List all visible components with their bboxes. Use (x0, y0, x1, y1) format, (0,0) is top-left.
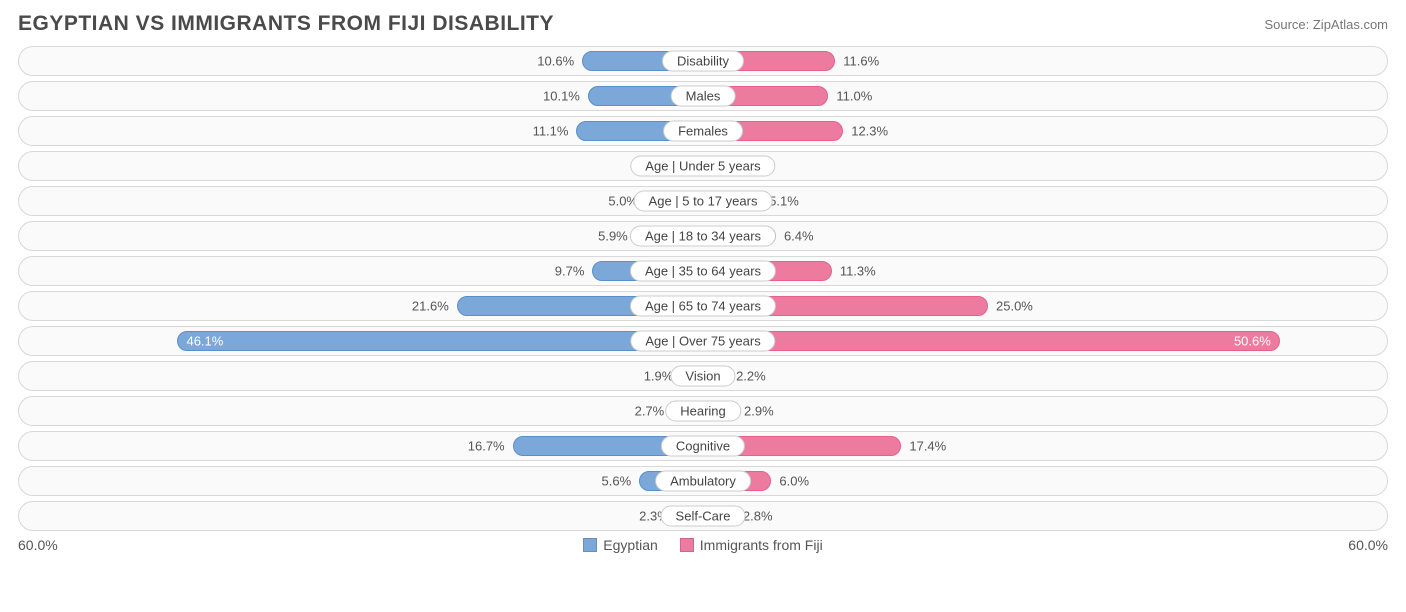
value-label-right: 12.3% (851, 124, 888, 139)
category-label: Age | Under 5 years (630, 156, 775, 177)
value-label-left: 11.1% (533, 124, 569, 139)
value-label-left: 21.6% (412, 299, 449, 314)
value-label-left: 10.1% (543, 89, 580, 104)
value-label-right: 50.6% (1234, 334, 1271, 349)
legend-swatch-right (680, 538, 694, 552)
category-label: Age | 65 to 74 years (630, 296, 776, 317)
chart-row: 5.0%5.1%Age | 5 to 17 years (18, 186, 1388, 216)
value-label-right: 2.9% (744, 404, 774, 419)
value-label-left: 2.7% (635, 404, 665, 419)
chart-row: 11.1% 12.3% Females (18, 116, 1388, 146)
category-label: Age | 5 to 17 years (634, 191, 773, 212)
legend-item-right: Immigrants from Fiji (680, 537, 823, 553)
value-label-right: 6.4% (784, 229, 814, 244)
chart-row: 5.9% 6.4% Age | 18 to 34 years (18, 221, 1388, 251)
value-label-left: 5.9% (598, 229, 628, 244)
category-label: Females (663, 121, 743, 142)
chart-row: 1.9% 2.2%Vision (18, 361, 1388, 391)
legend-label-right: Immigrants from Fiji (700, 537, 823, 553)
value-label-right: 17.4% (909, 439, 946, 454)
chart-title: EGYPTIAN VS IMMIGRANTS FROM FIJI DISABIL… (18, 12, 554, 36)
value-label-right: 11.6% (843, 54, 879, 69)
chart-row: 2.7% 2.9%Hearing (18, 396, 1388, 426)
chart-row: 10.1% 11.0% Males (18, 81, 1388, 111)
value-label-right: 25.0% (996, 299, 1033, 314)
value-label-left: 16.7% (468, 439, 505, 454)
chart-header: EGYPTIAN VS IMMIGRANTS FROM FIJI DISABIL… (18, 12, 1388, 36)
value-label-left: 1.9% (644, 369, 674, 384)
chart-row: 9.7% 11.3% Age | 35 to 64 years (18, 256, 1388, 286)
value-label-right: 2.8% (743, 509, 773, 524)
category-label: Vision (670, 366, 735, 387)
chart-row: 46.1% 50.6% Age | Over 75 years (18, 326, 1388, 356)
chart-legend: Egyptian Immigrants from Fiji (583, 537, 822, 553)
category-label: Disability (662, 51, 744, 72)
value-label-left: 9.7% (555, 264, 585, 279)
value-label-right: 2.2% (736, 369, 766, 384)
category-label: Self-Care (661, 506, 746, 527)
value-label-left: 5.6% (602, 474, 632, 489)
chart-row: 21.6% 25.0% Age | 65 to 74 years (18, 291, 1388, 321)
axis-max-left: 60.0% (18, 537, 58, 553)
category-label: Males (671, 86, 736, 107)
category-label: Hearing (665, 401, 741, 422)
category-label: Ambulatory (655, 471, 751, 492)
chart-row: 10.6% 11.6% Disability (18, 46, 1388, 76)
legend-label-left: Egyptian (603, 537, 657, 553)
category-label: Age | 18 to 34 years (630, 226, 776, 247)
value-label-right: 11.0% (836, 89, 872, 104)
chart-footer: 60.0% Egyptian Immigrants from Fiji 60.0… (18, 537, 1388, 553)
chart-row: 5.6% 6.0% Ambulatory (18, 466, 1388, 496)
value-label-right: 6.0% (779, 474, 809, 489)
axis-max-right: 60.0% (1348, 537, 1388, 553)
category-label: Age | Over 75 years (630, 331, 775, 352)
bar-right: 50.6% (703, 331, 1280, 351)
bar-left: 46.1% (177, 331, 703, 351)
category-label: Cognitive (661, 436, 745, 457)
legend-swatch-left (583, 538, 597, 552)
value-label-right: 11.3% (840, 264, 876, 279)
chart-row: 1.1%0.92%Age | Under 5 years (18, 151, 1388, 181)
chart-row: 16.7% 17.4% Cognitive (18, 431, 1388, 461)
value-label-left: 10.6% (537, 54, 574, 69)
value-label-right: 5.1% (769, 194, 799, 209)
chart-source: Source: ZipAtlas.com (1264, 17, 1388, 32)
diverging-bar-chart: 10.6% 11.6% Disability 10.1% 11.0% Males 11.1%… (18, 46, 1388, 531)
chart-row: 2.3%2.8%Self-Care (18, 501, 1388, 531)
value-label-left: 46.1% (186, 334, 223, 349)
legend-item-left: Egyptian (583, 537, 657, 553)
category-label: Age | 35 to 64 years (630, 261, 776, 282)
